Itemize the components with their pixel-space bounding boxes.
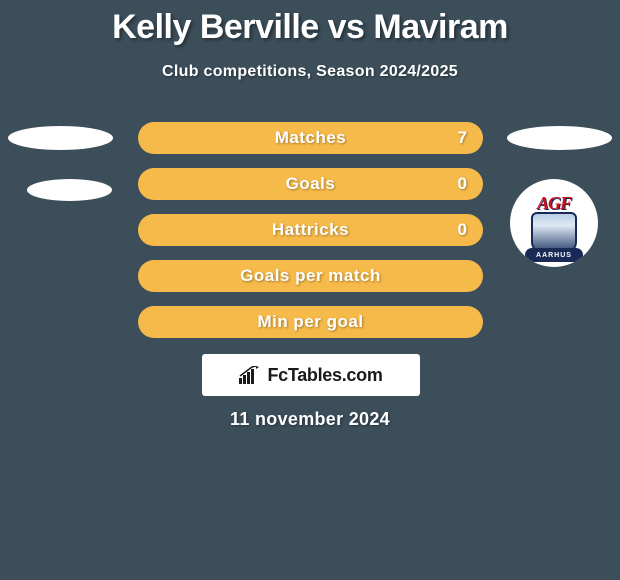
stat-label: Hattricks [272,220,349,240]
stat-bar-min-per-goal: Min per goal [138,306,483,338]
player-right-placeholder-1 [507,126,612,150]
date-text: 11 november 2024 [0,409,620,430]
player-left-placeholder-2 [27,179,112,201]
club-badge-acronym: AGF [537,193,571,214]
stat-label: Matches [275,128,347,148]
brand-box: FcTables.com [202,354,420,396]
club-badge-banner: AGF [521,194,587,212]
club-badge-inner: AGF AARHUS [521,190,587,256]
stat-bar-matches: Matches 7 [138,122,483,154]
stat-label: Goals per match [240,266,381,286]
player-left-placeholder-1 [8,126,113,150]
stat-value: 0 [458,174,467,194]
stat-bar-goals: Goals 0 [138,168,483,200]
stat-label: Min per goal [257,312,363,332]
stat-value: 7 [458,128,467,148]
club-badge: AGF AARHUS [510,179,598,267]
stat-label: Goals [286,174,336,194]
stat-bars: Matches 7 Goals 0 Hattricks 0 Goals per … [138,122,483,352]
brand-text: FcTables.com [267,365,382,386]
stat-bar-hattricks: Hattricks 0 [138,214,483,246]
stat-value: 0 [458,220,467,240]
barchart-icon [239,366,261,384]
stat-bar-goals-per-match: Goals per match [138,260,483,292]
page-title: Kelly Berville vs Maviram [0,0,620,47]
subtitle: Club competitions, Season 2024/2025 [0,63,620,81]
club-badge-ribbon: AARHUS [525,248,583,262]
